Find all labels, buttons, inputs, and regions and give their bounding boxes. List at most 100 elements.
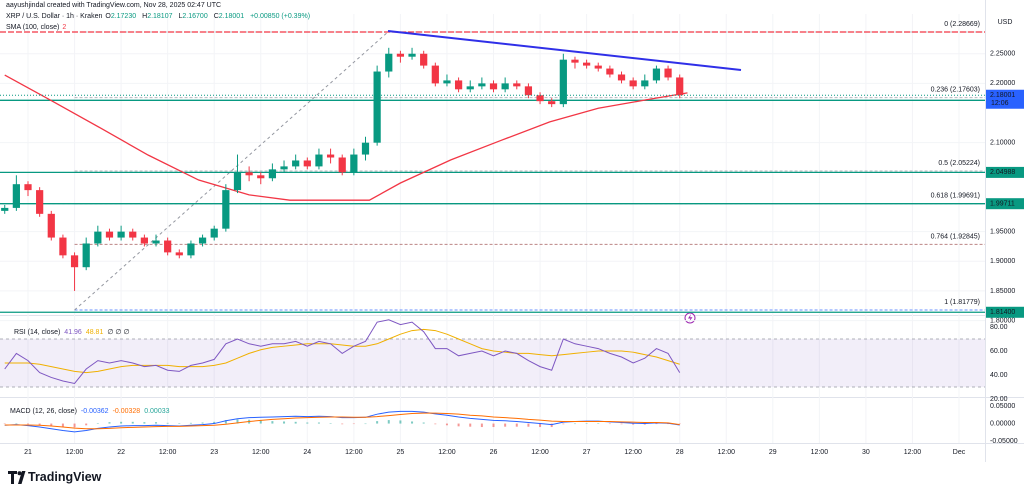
candle-body <box>629 80 637 87</box>
brand-logo <box>8 471 26 484</box>
candle-body <box>303 160 311 167</box>
fib-diagonal <box>74 31 389 311</box>
y-tick-label: 2.10000 <box>990 140 1015 147</box>
currency: USD <box>998 19 1013 26</box>
candle-body <box>187 243 195 256</box>
candle-body <box>198 237 207 244</box>
candle-body <box>536 95 544 102</box>
macd-histogram <box>620 423 623 425</box>
macd-histogram <box>341 423 344 425</box>
ohlc-item: L2.16700 <box>179 13 211 20</box>
candle-body <box>140 237 148 244</box>
candle-body <box>12 184 20 208</box>
x-tick-label: 12:00 <box>159 449 177 456</box>
macd-histogram <box>120 421 123 424</box>
candle-body <box>454 80 463 90</box>
macd-histogram <box>376 421 379 424</box>
candle-body <box>478 83 486 87</box>
candle-body <box>594 65 602 69</box>
rsi-band <box>0 338 985 388</box>
candle-body <box>24 184 32 191</box>
brand-name: TradingView <box>28 470 102 484</box>
macd-histogram <box>329 423 332 424</box>
candle-body <box>222 190 230 229</box>
x-tick-label: 12:00 <box>904 449 922 456</box>
y-tick-label: 40.00 <box>990 372 1008 379</box>
candle-body <box>59 237 67 256</box>
level-tag-label: 1.99711 <box>990 201 1015 208</box>
macd-histogram <box>445 423 448 426</box>
ohlc-value: 2.18107 <box>147 13 173 20</box>
watermark: aayushjindal created with TradingView.co… <box>6 2 222 9</box>
symbol-line: XRP / U.S. Dollar · 1h · Kraken O2.17230 H… <box>6 11 313 22</box>
macd-name: MACD (12, 26, close) <box>10 408 77 415</box>
macd-histogram <box>201 422 204 424</box>
candle-body <box>408 53 416 57</box>
rsi-ma-line <box>4 328 680 374</box>
candle-body <box>617 74 626 81</box>
macd-histogram <box>143 422 146 424</box>
macd-histogram <box>306 422 309 424</box>
x-tick-label: 12:00 <box>66 449 84 456</box>
x-tick-label: 24 <box>303 449 311 456</box>
level-tag <box>986 166 1024 178</box>
x-tick-label: Dec <box>953 449 966 456</box>
macd-histogram <box>259 420 262 424</box>
candle-body <box>524 86 533 96</box>
x-tick-label: 23 <box>210 449 218 456</box>
candle-body <box>652 68 661 81</box>
macd-histogram <box>550 423 553 428</box>
x-tick-label: 21 <box>24 449 32 456</box>
ohlc-key: L <box>178 13 183 20</box>
fib-label: 0 (2.28669) <box>944 21 980 28</box>
ohlc-key: C <box>213 13 219 20</box>
candle-body <box>559 59 567 105</box>
ohlc-item: H2.18107 <box>142 13 175 20</box>
macd-histogram <box>515 423 518 427</box>
ohlc-value: 2.16700 <box>182 13 208 20</box>
candle-body <box>338 157 346 173</box>
macd-histogram <box>317 422 320 424</box>
candle-body <box>676 77 684 96</box>
header: aayushjindal created with TradingView.co… <box>6 0 313 33</box>
macd-histogram <box>608 423 611 425</box>
macd-histogram <box>236 419 239 424</box>
candle-body <box>420 53 428 66</box>
macd-histogram <box>271 421 274 424</box>
x-tick-label: 28 <box>676 449 684 456</box>
candle-body <box>47 213 55 238</box>
symbol: XRP / U.S. Dollar · 1h · Kraken <box>6 13 103 20</box>
y-tick-label: 1.90000 <box>990 258 1015 265</box>
candle-body <box>233 172 242 191</box>
candle-body <box>164 240 172 253</box>
ohlc-item: O2.17230 <box>105 13 139 20</box>
macd-value: -0.00362 <box>81 408 109 415</box>
level-tag-label: 1.81400 <box>990 309 1015 316</box>
candle-body <box>245 172 253 176</box>
macd-histogram <box>597 423 600 424</box>
macd-histogram <box>504 423 507 427</box>
macd-histogram <box>61 423 64 428</box>
x-tick-label: 12:00 <box>624 449 642 456</box>
macd-histogram <box>573 423 576 425</box>
fib-label: 0.618 (1.99691) <box>931 193 980 200</box>
ohlc-item: C2.18001 <box>214 13 247 20</box>
macd-histogram <box>678 423 681 425</box>
macd-histogram <box>352 423 355 425</box>
macd-histogram <box>96 423 99 424</box>
candle-body <box>117 231 125 238</box>
macd-histogram <box>539 423 542 428</box>
sma-line <box>4 74 688 201</box>
sma-legend: SMA (100, close) 2 <box>6 22 313 33</box>
candle-body <box>501 83 509 90</box>
x-tick-label: 22 <box>117 449 125 456</box>
candle-body <box>466 86 474 90</box>
y-tick-label: 0.00000 <box>990 420 1015 427</box>
macd-histogram <box>422 422 425 424</box>
macd-histogram <box>585 423 588 424</box>
candle-body <box>664 68 672 78</box>
x-tick-label: 26 <box>490 449 498 456</box>
rsi-legend: RSI (14, close) 41.96 48.81 ∅ ∅ ∅ <box>14 329 130 336</box>
rsi-name: RSI (14, close) <box>14 329 60 336</box>
